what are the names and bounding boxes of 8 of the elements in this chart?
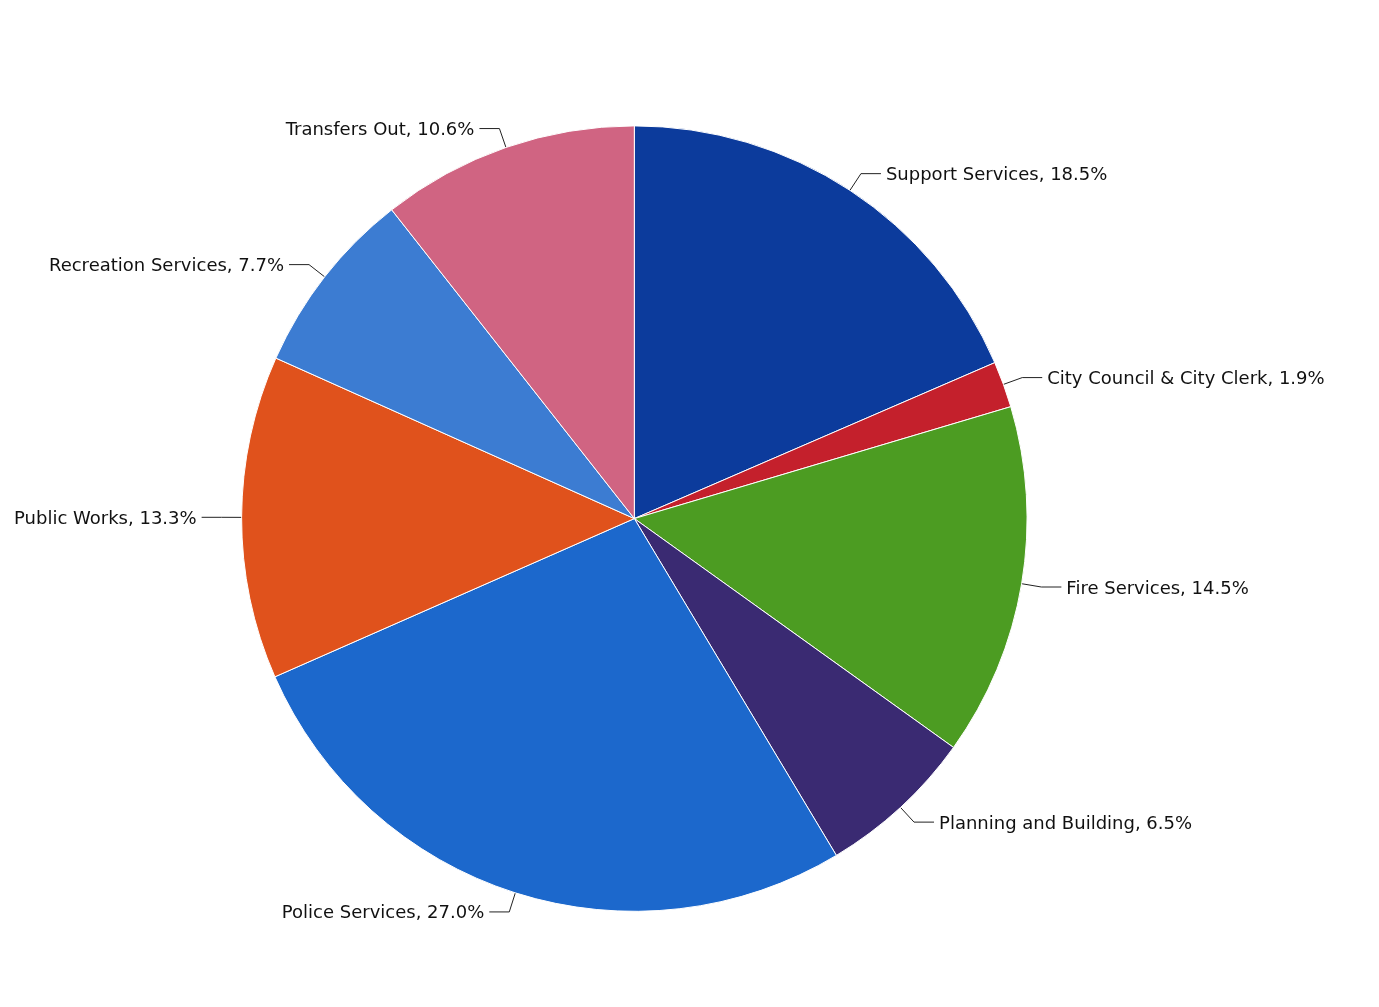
slice-label: Transfers Out, 10.6% — [284, 118, 475, 140]
slice-label: Fire Services, 14.5% — [1066, 576, 1249, 598]
slice-label: Support Services, 18.5% — [885, 163, 1108, 185]
slice-label: Recreation Services, 7.7% — [48, 254, 285, 276]
slice-label: Police Services, 27.0% — [281, 901, 485, 923]
slice-label: City Council & City Clerk, 1.9% — [1047, 367, 1325, 389]
slice-label: Public Works, 13.3% — [14, 506, 197, 528]
slice-label: Planning and Building, 6.5% — [939, 811, 1193, 833]
